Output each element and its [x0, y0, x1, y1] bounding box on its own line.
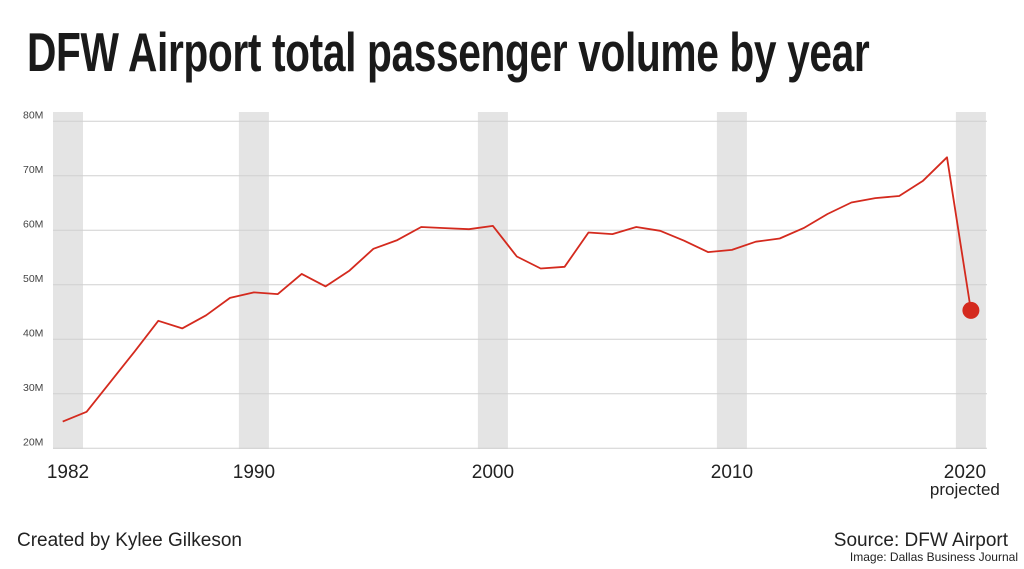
x-tick-label: 1990	[233, 462, 275, 483]
x-tick-sublabel: projected	[930, 480, 1000, 499]
passenger-volume-line	[62, 156, 972, 423]
y-tick-label: 30M	[23, 382, 43, 394]
y-tick-label: 40M	[23, 327, 43, 339]
x-tick-label: 2010	[711, 462, 753, 483]
created-by: Created by Kylee Gilkeson	[17, 530, 242, 551]
y-tick-label: 80M	[23, 109, 43, 121]
x-tick-label: 2020	[944, 462, 986, 483]
y-tick-label: 50M	[23, 273, 43, 285]
shaded-band-1982	[53, 112, 83, 449]
projected-point	[962, 301, 980, 319]
image-credit: Image: Dallas Business Journal	[849, 550, 1018, 564]
shaded-band-1990	[238, 112, 269, 449]
shaded-band-2010	[716, 112, 747, 449]
chart-title: DFW Airport total passenger volume by ye…	[27, 21, 870, 83]
x-tick-label: 2000	[472, 462, 514, 483]
source: Source: DFW Airport	[833, 530, 1008, 551]
y-tick-label: 20M	[23, 436, 43, 448]
shaded-band-2000	[477, 112, 508, 449]
shaded-band-2020	[955, 112, 986, 449]
y-tick-label: 60M	[23, 218, 43, 230]
y-tick-label: 70M	[23, 164, 43, 176]
x-tick-label: 1982	[47, 462, 89, 483]
